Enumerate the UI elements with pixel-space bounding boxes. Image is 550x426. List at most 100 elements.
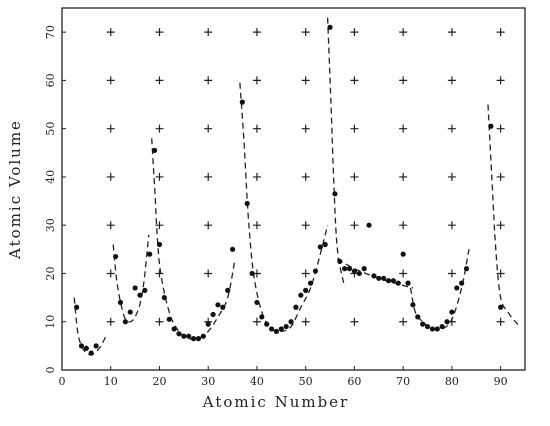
data-point-z21 [161,295,167,301]
data-point-z78 [439,323,445,330]
grid-plus-60-40 [350,172,359,181]
grid-plus-80-40 [447,172,456,181]
grid-markers [106,28,505,326]
data-point-z30 [205,321,211,327]
grid-plus-60-60 [350,76,359,85]
x-tick-label-30: 30 [201,375,215,388]
data-point-z46 [283,323,289,330]
grid-plus-30-60 [204,76,213,85]
data-point-z47 [288,319,294,325]
data-point-z69 [395,280,401,286]
data-point-z49 [298,292,304,298]
grid-plus-40-10 [252,317,261,326]
data-point-z17 [142,287,148,293]
data-point-z34 [225,287,231,293]
grid-plus-20-50 [155,124,164,133]
data-point-z4 [78,343,85,349]
grid-plus-70-50 [399,124,408,133]
grid-plus-70-30 [399,221,408,230]
data-point-z72 [410,302,416,308]
data-point-z53 [317,244,323,250]
grid-plus-90-30 [496,221,505,230]
x-tick-label-80: 80 [445,375,459,388]
grid-plus-90-70 [496,28,505,37]
data-point-z79 [444,319,450,325]
data-point-z48 [293,304,299,310]
y-tick-label-70: 70 [44,25,57,39]
data-point-z19 [152,147,158,153]
data-point-z44 [273,328,280,334]
data-point-z76 [429,326,435,332]
x-tick-label-90: 90 [494,375,508,388]
grid-plus-70-70 [399,28,408,37]
grid-plus-70-60 [399,76,408,85]
data-point-z50 [303,287,309,293]
grid-plus-10-40 [106,172,115,181]
grid-plus-50-40 [301,172,310,181]
grid-plus-90-60 [496,76,505,85]
y-tick-label-0: 0 [44,367,57,374]
grid-plus-80-60 [447,76,456,85]
grid-plus-60-70 [350,28,359,37]
grid-plus-50-30 [301,221,310,230]
data-point-z45 [278,326,284,332]
grid-plus-70-20 [399,269,408,278]
data-point-z70 [400,251,406,257]
data-point-z29 [200,333,206,339]
data-point-z33 [220,304,226,310]
y-tick-label-20: 20 [44,266,57,280]
x-tick-label-40: 40 [250,375,264,388]
data-point-z51 [307,280,314,286]
data-point-z63 [366,222,372,228]
data-point-z41 [259,314,265,320]
trend-curve-4 [239,82,329,333]
data-point-z59 [346,266,353,272]
data-point-z5 [83,345,89,351]
grid-plus-50-10 [301,317,310,326]
grid-plus-50-20 [301,269,310,278]
data-point-z31 [210,311,216,318]
data-point-z58 [342,266,348,272]
data-point-z6 [88,350,94,356]
grid-plus-40-70 [252,28,261,37]
data-point-z23 [171,326,177,332]
trend-curve-5 [326,17,345,284]
data-point-z38 [244,200,250,207]
data-point-z26 [186,333,192,339]
data-point-z13 [122,319,128,325]
data-point-z61 [356,270,362,277]
y-tick-label-10: 10 [44,315,57,329]
x-axis-title: Atomic Number [202,393,349,411]
data-point-z65 [376,275,382,281]
grid-plus-20-70 [155,28,164,37]
trend-curve-2 [112,234,150,323]
data-point-z43 [268,326,275,332]
grid-plus-40-40 [252,172,261,181]
data-point-z35 [229,246,236,252]
data-point-z60 [351,268,358,274]
data-point-z27 [190,336,197,342]
data-point-z66 [381,275,387,281]
grid-plus-40-30 [252,221,261,230]
grid-plus-60-50 [350,124,359,133]
data-point-z28 [195,336,202,342]
data-point-z62 [361,266,367,272]
x-tick-label-20: 20 [152,375,166,388]
grid-plus-90-40 [496,172,505,181]
grid-plus-40-50 [252,124,261,133]
grid-plus-70-40 [399,172,408,181]
data-point-z83 [463,266,470,272]
x-tick-label-0: 0 [59,375,66,388]
grid-plus-40-60 [252,76,261,85]
data-point-z81 [454,285,460,291]
grid-plus-60-10 [350,317,359,326]
data-point-z24 [176,331,182,337]
data-point-z56 [332,191,338,197]
x-axis: 0 10 20 30 40 50 60 70 80 90 [59,366,508,388]
data-point-z75 [424,323,431,330]
data-point-z57 [337,258,343,264]
grid-plus-30-20 [204,269,213,278]
data-point-z16 [137,292,143,298]
trend-curve-1 [73,297,107,356]
